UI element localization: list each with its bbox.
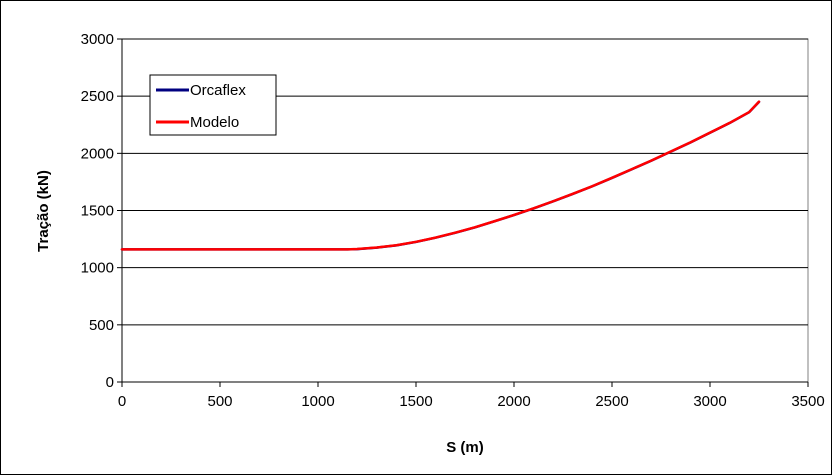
series-layer bbox=[120, 100, 761, 251]
x-tick-label: 3000 bbox=[693, 393, 726, 410]
legend-label-modelo: Modelo bbox=[190, 114, 239, 131]
y-tick-label: 1000 bbox=[81, 260, 114, 277]
y-axis-title: Tração (kN) bbox=[35, 170, 52, 252]
legend: Orcaflex Modelo bbox=[149, 74, 277, 136]
x-tick-label: 2000 bbox=[497, 393, 530, 410]
y-tick-label: 2000 bbox=[81, 145, 114, 162]
legend-label-orcaflex: Orcaflex bbox=[190, 82, 246, 99]
y-tick-label: 0 bbox=[106, 374, 114, 391]
x-tick-label: 500 bbox=[207, 393, 232, 410]
x-axis-title: S (m) bbox=[446, 439, 484, 456]
x-tick-label: 1000 bbox=[301, 393, 334, 410]
series-line-modelo bbox=[120, 100, 761, 251]
x-tick-label: 1500 bbox=[399, 393, 432, 410]
y-tick-label: 3000 bbox=[81, 31, 114, 48]
x-tick-label: 3500 bbox=[791, 393, 824, 410]
y-tick-label: 2500 bbox=[81, 88, 114, 105]
legend-box bbox=[149, 74, 277, 136]
x-tick-label: 2500 bbox=[595, 393, 628, 410]
x-tick-label: 0 bbox=[118, 393, 126, 410]
y-tick-label: 500 bbox=[89, 317, 114, 334]
x-axis-ticks: 0 500 1000 1500 2000 2500 3000 3500 bbox=[118, 382, 825, 410]
y-axis-ticks: 0 500 1000 1500 2000 2500 3000 bbox=[81, 31, 122, 391]
y-tick-label: 1500 bbox=[81, 203, 114, 220]
